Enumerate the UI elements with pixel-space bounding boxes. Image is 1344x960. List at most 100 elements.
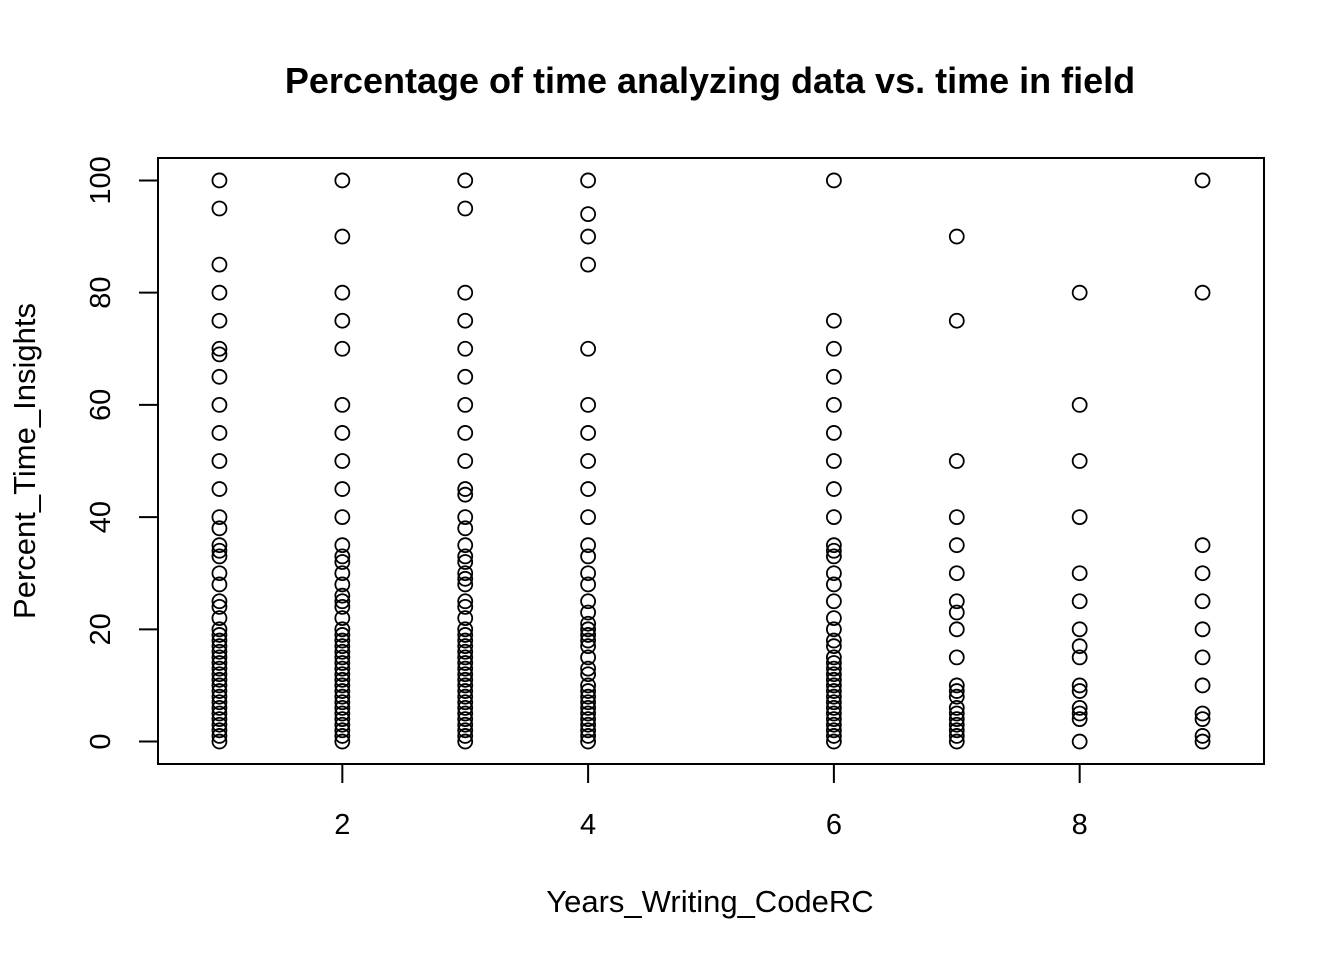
data-point bbox=[825, 716, 842, 733]
data-point bbox=[211, 542, 228, 559]
data-point bbox=[948, 711, 965, 728]
data-point bbox=[1071, 638, 1088, 655]
data-point bbox=[1071, 683, 1088, 699]
data-point bbox=[211, 346, 228, 363]
data-point bbox=[825, 537, 842, 554]
data-point bbox=[580, 733, 597, 750]
data-point bbox=[334, 722, 351, 739]
data-point bbox=[1194, 284, 1211, 301]
data-point bbox=[334, 587, 351, 604]
x-tick-label: 8 bbox=[1072, 809, 1088, 841]
data-point bbox=[580, 711, 597, 728]
data-point bbox=[211, 643, 228, 660]
data-point bbox=[1071, 509, 1088, 526]
data-point bbox=[211, 638, 228, 655]
data-point bbox=[580, 340, 597, 357]
data-point bbox=[580, 604, 597, 621]
data-point bbox=[211, 649, 228, 666]
data-point bbox=[334, 683, 351, 699]
data-point bbox=[825, 728, 842, 744]
data-point bbox=[1071, 453, 1088, 469]
y-tick-label: 80 bbox=[85, 277, 117, 309]
data-point bbox=[457, 655, 474, 671]
data-point bbox=[580, 593, 597, 610]
data-point bbox=[334, 548, 351, 565]
data-point bbox=[457, 688, 474, 705]
plot-frame bbox=[157, 157, 1265, 765]
data-point bbox=[334, 666, 351, 683]
data-point bbox=[334, 481, 351, 497]
data-point bbox=[334, 711, 351, 728]
data-point bbox=[334, 649, 351, 666]
data-point bbox=[825, 542, 842, 559]
data-point bbox=[580, 638, 597, 655]
data-point bbox=[334, 671, 351, 688]
data-point bbox=[211, 683, 228, 699]
data-point bbox=[457, 705, 474, 722]
data-point bbox=[334, 733, 351, 750]
x-axis: 2 4 6 8 bbox=[334, 764, 1088, 841]
data-point bbox=[825, 509, 842, 526]
data-point bbox=[825, 312, 842, 329]
data-point bbox=[948, 228, 965, 245]
x-tick-label: 4 bbox=[580, 809, 596, 841]
data-point bbox=[1194, 172, 1211, 189]
data-point bbox=[825, 396, 842, 413]
data-point bbox=[211, 548, 228, 565]
points-layer bbox=[211, 172, 1211, 750]
data-point bbox=[948, 649, 965, 666]
data-point bbox=[1194, 705, 1211, 722]
data-point bbox=[825, 340, 842, 357]
x-tick-label: 6 bbox=[826, 809, 842, 841]
data-point bbox=[211, 666, 228, 683]
data-point bbox=[211, 655, 228, 671]
data-point bbox=[580, 694, 597, 711]
data-point bbox=[825, 671, 842, 688]
data-point bbox=[825, 649, 842, 666]
data-point bbox=[457, 643, 474, 660]
data-point bbox=[457, 711, 474, 728]
data-point bbox=[948, 688, 965, 705]
data-point bbox=[211, 598, 228, 615]
data-point bbox=[580, 699, 597, 716]
data-point bbox=[211, 699, 228, 716]
data-point bbox=[457, 453, 474, 469]
data-point bbox=[580, 666, 597, 683]
data-point bbox=[948, 509, 965, 526]
data-point bbox=[825, 425, 842, 441]
data-point bbox=[580, 615, 597, 632]
data-point bbox=[457, 172, 474, 189]
data-point bbox=[211, 610, 228, 627]
data-point bbox=[825, 565, 842, 582]
data-point bbox=[580, 481, 597, 497]
data-point bbox=[825, 172, 842, 189]
data-point bbox=[580, 716, 597, 733]
data-point bbox=[948, 593, 965, 610]
data-point bbox=[580, 509, 597, 526]
data-point bbox=[334, 340, 351, 357]
data-point bbox=[334, 576, 351, 593]
data-point bbox=[211, 509, 228, 526]
data-point bbox=[1071, 699, 1088, 716]
data-point bbox=[211, 688, 228, 705]
data-point bbox=[825, 632, 842, 649]
data-point bbox=[211, 425, 228, 441]
data-point bbox=[825, 453, 842, 469]
data-point bbox=[580, 172, 597, 189]
data-point bbox=[457, 565, 474, 582]
data-point bbox=[334, 643, 351, 660]
data-point bbox=[334, 699, 351, 716]
data-point bbox=[334, 537, 351, 554]
data-point bbox=[211, 520, 228, 537]
data-point bbox=[1194, 733, 1211, 750]
data-point bbox=[1071, 733, 1088, 750]
data-point bbox=[457, 694, 474, 711]
y-tick-label: 20 bbox=[85, 613, 117, 645]
data-point bbox=[580, 621, 597, 638]
data-point bbox=[825, 694, 842, 711]
data-point bbox=[948, 728, 965, 744]
data-point bbox=[580, 206, 597, 223]
data-point bbox=[334, 621, 351, 638]
data-point bbox=[334, 638, 351, 655]
data-point bbox=[1071, 284, 1088, 301]
